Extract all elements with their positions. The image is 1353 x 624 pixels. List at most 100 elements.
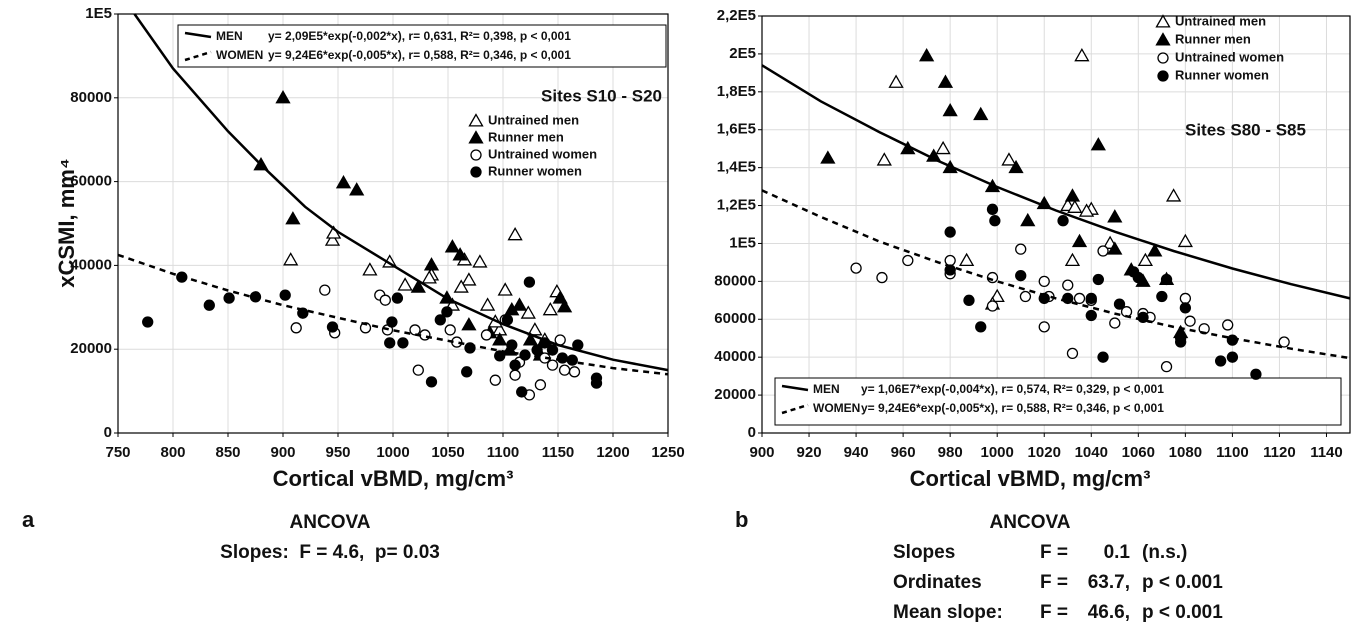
marker bbox=[421, 270, 437, 284]
marker bbox=[1147, 243, 1163, 257]
marker bbox=[902, 254, 914, 267]
x-axis-label: Cortical vBMD, mg/cm³ bbox=[910, 466, 1151, 491]
y-tick-label: 0 bbox=[748, 424, 756, 441]
marker bbox=[297, 307, 309, 319]
marker bbox=[1278, 336, 1290, 348]
legend-marker bbox=[468, 113, 484, 127]
x-axis-label: Cortical vBMD, mg/cm³ bbox=[273, 466, 514, 491]
legend-label: MEN bbox=[813, 382, 840, 396]
marker bbox=[975, 321, 987, 333]
marker bbox=[919, 47, 935, 62]
marker bbox=[425, 376, 438, 388]
marker bbox=[349, 182, 365, 196]
marker bbox=[1092, 273, 1104, 286]
trend-line bbox=[761, 189, 1351, 360]
legend-label: Runner women bbox=[1175, 67, 1269, 82]
marker bbox=[888, 74, 904, 88]
marker bbox=[590, 377, 603, 389]
marker bbox=[1085, 292, 1097, 305]
x-tick-label: 1060 bbox=[1122, 444, 1155, 461]
marker bbox=[1175, 332, 1187, 344]
marker bbox=[963, 294, 975, 306]
marker bbox=[1078, 203, 1095, 217]
legend-marker bbox=[1155, 32, 1171, 46]
marker bbox=[542, 302, 558, 316]
marker bbox=[986, 203, 999, 215]
marker bbox=[419, 329, 431, 341]
marker bbox=[942, 102, 958, 117]
x-tick-label: 1040 bbox=[1075, 444, 1108, 461]
marker bbox=[568, 366, 581, 378]
y-tick-label: 2E5 bbox=[729, 45, 756, 62]
marker bbox=[461, 366, 473, 378]
legend-equation: y= 9,24E6*exp(-0,005*x), r= 0,588, R²= 0… bbox=[268, 48, 571, 62]
panel-label: b bbox=[735, 507, 748, 532]
marker bbox=[523, 276, 536, 288]
legend-label: Runner men bbox=[1175, 31, 1251, 46]
marker bbox=[409, 324, 421, 336]
x-tick-label: 1200 bbox=[596, 444, 629, 461]
marker bbox=[937, 74, 954, 88]
marker bbox=[1019, 290, 1032, 303]
marker bbox=[1090, 137, 1106, 151]
marker bbox=[1071, 233, 1088, 248]
trend-line bbox=[761, 64, 1351, 300]
legend-equation: y= 9,24E6*exp(-0,005*x), r= 0,588, R²= 0… bbox=[861, 401, 1164, 415]
marker bbox=[1015, 270, 1027, 282]
x-tick-label: 1100 bbox=[487, 444, 520, 461]
x-tick-label: 900 bbox=[270, 444, 295, 461]
marker bbox=[1057, 215, 1069, 227]
marker bbox=[441, 306, 453, 318]
legend-equation: y= 1,06E7*exp(-0,004*x), r= 0,574, R²= 0… bbox=[861, 382, 1164, 396]
legend-box bbox=[774, 377, 1342, 426]
y-tick-label: 2,2E5 bbox=[717, 7, 756, 24]
marker bbox=[319, 284, 331, 296]
marker bbox=[283, 252, 299, 266]
plot-border bbox=[117, 13, 669, 434]
legend-marker bbox=[1155, 14, 1171, 28]
x-tick-label: 1120 bbox=[1263, 444, 1296, 461]
y-tick-label: 80000 bbox=[714, 272, 756, 289]
marker bbox=[959, 252, 975, 267]
marker bbox=[335, 175, 352, 189]
marker bbox=[1132, 271, 1144, 284]
marker bbox=[1177, 233, 1193, 248]
y-tick-label: 1,6E5 bbox=[717, 121, 756, 138]
marker bbox=[876, 271, 888, 284]
marker bbox=[492, 332, 508, 346]
marker bbox=[1107, 209, 1123, 223]
marker bbox=[506, 339, 518, 351]
marker bbox=[558, 364, 571, 376]
marker bbox=[1156, 290, 1168, 303]
marker bbox=[1179, 302, 1192, 314]
legend-label: Untrained women bbox=[1175, 49, 1284, 64]
y-axis-label: xCSMI, mm⁴ bbox=[54, 158, 79, 287]
marker bbox=[384, 337, 396, 349]
x-tick-label: 1250 bbox=[651, 444, 684, 461]
marker bbox=[546, 344, 559, 356]
marker bbox=[444, 239, 461, 253]
marker bbox=[285, 211, 301, 225]
legend-label: Runner women bbox=[488, 163, 582, 178]
marker bbox=[494, 350, 506, 362]
marker bbox=[1038, 275, 1050, 288]
marker bbox=[452, 247, 468, 261]
y-tick-label: 60000 bbox=[714, 310, 756, 327]
marker bbox=[986, 300, 999, 312]
x-tick-label: 950 bbox=[325, 444, 350, 461]
stats-cell: (n.s.) bbox=[1142, 542, 1187, 563]
marker bbox=[1062, 292, 1074, 305]
x-tick-label: 960 bbox=[891, 444, 916, 461]
plot-area bbox=[762, 16, 1350, 433]
marker bbox=[522, 332, 539, 346]
marker bbox=[379, 294, 391, 306]
marker bbox=[520, 305, 536, 319]
x-tick-label: 920 bbox=[797, 444, 822, 461]
marker bbox=[1066, 347, 1079, 360]
marker bbox=[444, 324, 456, 336]
stats-cell: F = bbox=[1040, 572, 1068, 593]
marker bbox=[423, 257, 440, 271]
x-tick-label: 1050 bbox=[431, 444, 464, 461]
marker bbox=[1020, 212, 1036, 227]
marker bbox=[1097, 245, 1109, 257]
